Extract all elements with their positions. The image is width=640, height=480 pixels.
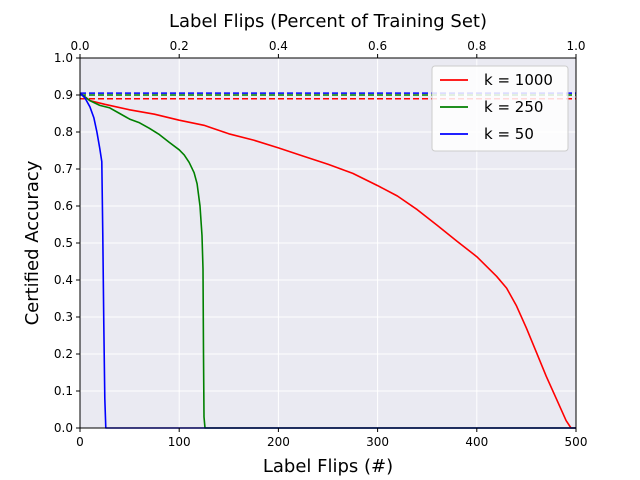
- y-axis-ticks: 0.0 0.1 0.2 0.3 0.4 0.5 0.6 0.7 0.8 0.9 1.0: [54, 51, 80, 435]
- y-tick-label: 0.7: [54, 162, 73, 176]
- x-axis-ticks: 0 100 200 300 400 500: [76, 428, 587, 449]
- y-tick-label: 0.4: [54, 273, 73, 287]
- x-tick-label: 200: [267, 435, 290, 449]
- y-tick-label: 0.5: [54, 236, 73, 250]
- y-tick-label: 0.2: [54, 347, 73, 361]
- top-tick-label: 0.2: [170, 39, 189, 53]
- series-line-0: [79, 92, 576, 429]
- legend-label: k = 1000: [484, 71, 553, 89]
- y-tick-label: 1.0: [54, 51, 73, 65]
- x-axis-title: Label Flips (#): [263, 456, 393, 477]
- x-tick-label: 300: [366, 435, 389, 449]
- y-tick-label: 0.9: [54, 88, 73, 102]
- y-axis-title: Certified Accuracy: [22, 160, 43, 325]
- legend-box: [431, 65, 569, 152]
- x-tick-label: 100: [168, 435, 191, 449]
- top-tick-label: 0.4: [269, 39, 288, 53]
- y-tick-label: 0.8: [54, 125, 73, 139]
- top-tick-label: 0.8: [467, 39, 486, 53]
- legend-label: k = 250: [484, 98, 543, 116]
- legend: k = 1000 k = 250 k = 50: [431, 65, 569, 152]
- baselines: [80, 92, 576, 100]
- x-tick-label: 0: [76, 435, 84, 449]
- x-tick-label: 400: [465, 435, 488, 449]
- chart-title: Label Flips (Percent of Training Set): [169, 11, 487, 32]
- top-axis-ticks: 0.0 0.2 0.4 0.6 0.8 1.0: [70, 39, 586, 58]
- series-line-1: [79, 92, 576, 429]
- series-line-2: [79, 92, 576, 429]
- y-tick-label: 0.1: [54, 384, 73, 398]
- top-tick-label: 1.0: [566, 39, 585, 53]
- top-tick-label: 0.0: [70, 39, 89, 53]
- y-tick-label: 0.3: [54, 310, 73, 324]
- top-tick-label: 0.6: [368, 39, 387, 53]
- y-tick-label: 0.6: [54, 199, 73, 213]
- legend-label: k = 50: [484, 125, 534, 143]
- y-tick-label: 0.0: [54, 421, 73, 435]
- series-lines: [79, 92, 576, 429]
- x-tick-label: 500: [565, 435, 588, 449]
